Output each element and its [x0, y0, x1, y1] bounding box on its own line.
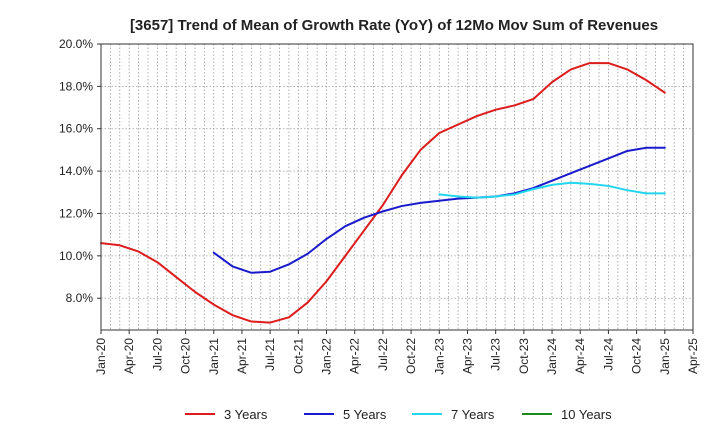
axes: 8.0% 10.0% 12.0% 14.0% 16.0% 18.0% 20.0% Jan-20…	[59, 37, 700, 375]
series-line-5-years	[212, 146, 666, 274]
x-tick-label: Apr-20	[122, 338, 136, 374]
x-tick-label: Apr-21	[235, 338, 249, 374]
y-tick-label: 18.0%	[59, 79, 93, 93]
x-tick-label: Jan-22	[320, 338, 334, 375]
series-layer	[100, 62, 666, 324]
chart-title: [3657] Trend of Mean of Growth Rate (YoY…	[130, 17, 658, 34]
x-tick-label: Oct-21	[291, 338, 305, 374]
x-tick-label: Jan-23	[432, 338, 446, 375]
x-tick-label: Oct-24	[630, 338, 644, 374]
plot-frame	[100, 43, 694, 331]
legend: 3 Years 5 Years 7 Years 10 Years	[185, 407, 612, 422]
x-tick-label: Oct-23	[517, 338, 531, 374]
x-tick-label: Jan-20	[94, 338, 108, 375]
x-tick-label: Jan-21	[207, 338, 221, 375]
y-tick-label: 16.0%	[59, 122, 93, 136]
legend-label-10-years: 10 Years	[561, 407, 612, 422]
x-tick-label: Jul-23	[489, 338, 503, 371]
legend-label-3-years: 3 Years	[224, 407, 268, 422]
y-tick-label: 20.0%	[59, 37, 93, 51]
x-tick-label: Apr-25	[686, 338, 700, 374]
y-tick-label: 12.0%	[59, 206, 93, 220]
series-line-3-years	[100, 62, 666, 324]
grid	[101, 44, 693, 330]
y-tick-label: 10.0%	[59, 249, 93, 263]
x-tick-label: Jul-20	[150, 338, 164, 371]
x-tick-label: Jul-22	[376, 338, 390, 371]
x-tick-label: Jul-24	[601, 338, 615, 371]
y-tick-label: 8.0%	[66, 291, 94, 305]
y-tick-label: 14.0%	[59, 164, 93, 178]
x-tick-label: Jan-25	[658, 338, 672, 375]
x-tick-label: Apr-24	[573, 338, 587, 374]
legend-label-7-years: 7 Years	[451, 407, 495, 422]
x-tick-label: Apr-23	[460, 338, 474, 374]
x-tick-label: Oct-20	[179, 338, 193, 374]
x-tick-label: Jul-21	[263, 338, 277, 371]
x-tick-label: Apr-22	[348, 338, 362, 374]
x-tick-label: Oct-22	[404, 338, 418, 374]
legend-label-5-years: 5 Years	[343, 407, 387, 422]
x-tick-label: Jan-24	[545, 338, 559, 375]
series-line-7-years	[438, 181, 666, 199]
